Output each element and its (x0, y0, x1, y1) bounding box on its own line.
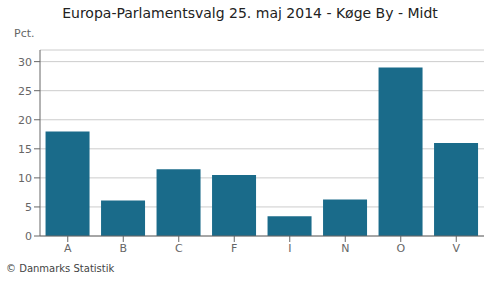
svg-text:B: B (119, 242, 127, 255)
svg-text:10: 10 (18, 172, 32, 185)
svg-text:0: 0 (25, 230, 32, 243)
html-text:Pct.: Pct. (14, 27, 35, 40)
svg-text:N: N (341, 242, 349, 255)
svg-text:15: 15 (18, 143, 32, 156)
svg-text:30: 30 (18, 56, 32, 69)
svg-text:V: V (452, 242, 460, 255)
svg-text:A: A (64, 242, 72, 255)
svg-text:5: 5 (25, 201, 32, 214)
svg-text:O: O (396, 242, 405, 255)
svg-text:I: I (288, 242, 291, 255)
svg-text:F: F (231, 242, 237, 255)
svg-text:25: 25 (18, 85, 32, 98)
svg-text:C: C (175, 242, 183, 255)
html-text:Europa-Parlamentsvalg 25. maj: Europa-Parlamentsvalg 25. maj 2014 - Køg… (62, 5, 438, 21)
html-text:© Danmarks Statistik: © Danmarks Statistik (6, 263, 115, 274)
svg-text:20: 20 (18, 114, 32, 127)
